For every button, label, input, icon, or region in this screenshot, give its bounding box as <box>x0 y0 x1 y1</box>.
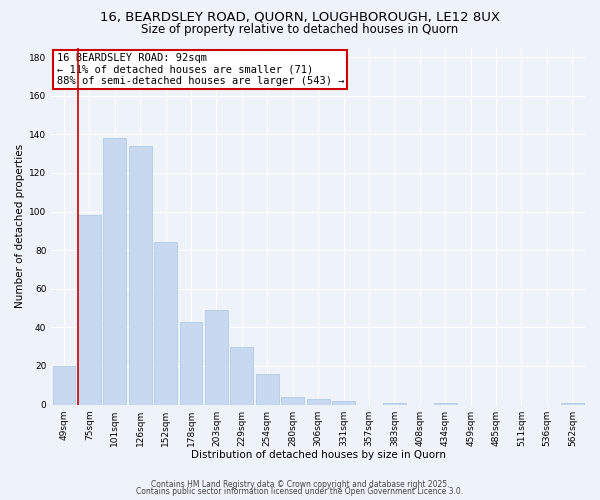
Bar <box>307 399 329 404</box>
Bar <box>205 310 228 404</box>
X-axis label: Distribution of detached houses by size in Quorn: Distribution of detached houses by size … <box>191 450 446 460</box>
Bar <box>561 402 584 404</box>
Bar <box>154 242 177 404</box>
Bar <box>78 216 101 404</box>
Bar <box>179 322 202 404</box>
Bar <box>230 346 253 405</box>
Bar <box>53 366 76 405</box>
Y-axis label: Number of detached properties: Number of detached properties <box>15 144 25 308</box>
Bar <box>256 374 279 404</box>
Bar <box>434 402 457 404</box>
Text: 16 BEARDSLEY ROAD: 92sqm
← 11% of detached houses are smaller (71)
88% of semi-d: 16 BEARDSLEY ROAD: 92sqm ← 11% of detach… <box>56 53 344 86</box>
Bar <box>281 397 304 404</box>
Bar <box>103 138 126 404</box>
Text: Contains HM Land Registry data © Crown copyright and database right 2025.: Contains HM Land Registry data © Crown c… <box>151 480 449 489</box>
Text: Size of property relative to detached houses in Quorn: Size of property relative to detached ho… <box>142 22 458 36</box>
Bar <box>383 402 406 404</box>
Bar <box>129 146 152 405</box>
Bar <box>332 400 355 404</box>
Text: 16, BEARDSLEY ROAD, QUORN, LOUGHBOROUGH, LE12 8UX: 16, BEARDSLEY ROAD, QUORN, LOUGHBOROUGH,… <box>100 11 500 24</box>
Text: Contains public sector information licensed under the Open Government Licence 3.: Contains public sector information licen… <box>136 487 464 496</box>
